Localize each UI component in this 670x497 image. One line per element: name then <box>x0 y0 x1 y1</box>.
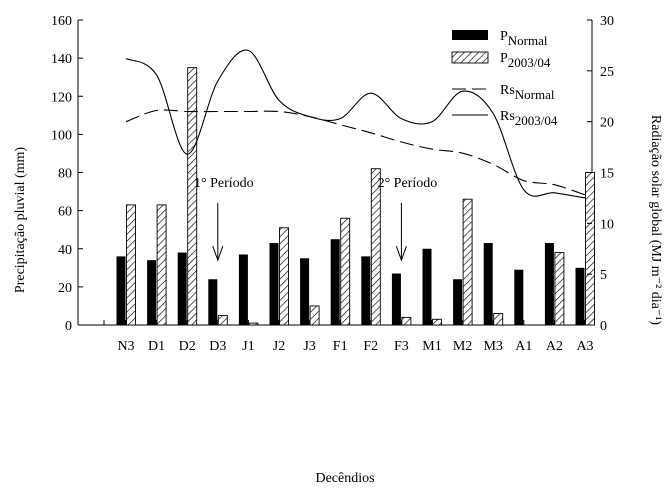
bar-p-2003-04 <box>187 67 198 326</box>
y-right-tick-label: 5 <box>600 268 607 283</box>
bar-p-normal <box>544 243 554 325</box>
bar-p-normal <box>575 267 585 325</box>
legend-label-p-2003-04: P2003/04 <box>500 51 551 70</box>
bar-p-normal <box>422 248 432 325</box>
y-left-tick-label: 0 <box>65 319 72 334</box>
y-axis-left-title: Precipitação pluvial (mm) <box>13 147 28 294</box>
legend-label-p-normal: PNormal <box>500 29 548 48</box>
x-tick-label: D1 <box>148 339 165 354</box>
period-arrow-head <box>395 246 407 262</box>
x-tick-label: A3 <box>576 339 593 354</box>
bar-p-normal <box>116 256 126 325</box>
y-right-tick-label: 30 <box>600 14 614 29</box>
x-tick-label: F2 <box>363 339 378 354</box>
bar-p-normal <box>453 279 463 325</box>
bar-p-normal <box>300 258 310 325</box>
y-axis-right-title: Radiação solar global (MJ m⁻² dia⁻¹) <box>648 115 663 326</box>
y-left-tick-label: 140 <box>51 52 72 67</box>
bar-p-2003-04 <box>217 315 228 326</box>
bar-p-2003-04 <box>462 198 473 326</box>
bar-p-normal <box>147 260 157 325</box>
bar-p-2003-04 <box>370 168 381 326</box>
bar-p-normal <box>177 252 187 325</box>
bar-p-2003-04 <box>309 305 320 326</box>
y-right-tick-label: 20 <box>600 116 614 131</box>
legend-swatch-p-2003-04 <box>451 51 489 64</box>
y-left-tick-label: 160 <box>51 14 72 29</box>
x-tick-label: M1 <box>422 339 441 354</box>
x-axis-title: Decêndios <box>315 471 374 486</box>
bar-p-2003-04 <box>340 217 351 326</box>
line-rs-normal <box>125 109 586 196</box>
annotations: 1° Período 2° Período <box>194 176 438 262</box>
y-right-tick-label: 15 <box>600 167 614 182</box>
x-tick-label: J1 <box>242 339 254 354</box>
bar-p-2003-04 <box>156 204 167 326</box>
bar-p-2003-04 <box>126 204 136 326</box>
period-label: 2° Período <box>378 176 438 191</box>
bar-p-2003-04 <box>554 252 565 326</box>
bar-p-normal <box>514 269 524 325</box>
x-tick-label: J3 <box>303 339 315 354</box>
legend: PNormal P2003/04 RsNormal Rs2003/04 <box>451 29 558 128</box>
y-left-tick-label: 100 <box>51 128 72 143</box>
y-left-tick-label: 120 <box>51 90 72 105</box>
bar-p-2003-04 <box>585 172 595 326</box>
bar-p-normal <box>361 256 371 325</box>
y-right-tick-label: 25 <box>600 65 614 80</box>
x-tick-label: M3 <box>483 339 502 354</box>
x-tick-label: A1 <box>515 339 532 354</box>
x-tick-label: A2 <box>546 339 563 354</box>
y-left-tick-label: 80 <box>58 167 72 182</box>
lines <box>125 49 586 199</box>
y-left-tick-label: 60 <box>58 205 72 220</box>
bar-p-2003-04 <box>401 316 412 326</box>
bar-p-2003-04 <box>432 318 442 326</box>
bar-p-normal <box>238 254 248 325</box>
bar-p-2003-04 <box>493 313 504 326</box>
x-tick-label: M2 <box>453 339 472 354</box>
bar-p-2003-04 <box>279 227 289 326</box>
legend-swatch-p-normal <box>452 30 488 40</box>
bar-p-normal <box>208 279 218 325</box>
x-tick-label: J2 <box>273 339 285 354</box>
legend-label-rs-normal: RsNormal <box>500 83 555 102</box>
y-right-tick-label: 10 <box>600 217 614 232</box>
x-tick-label: N3 <box>117 339 134 354</box>
bar-p-2003-04 <box>248 322 259 326</box>
line-rs-2003-04 <box>125 49 586 199</box>
bar-p-normal <box>269 243 279 325</box>
legend-label-rs-2003-04: Rs2003/04 <box>500 109 558 128</box>
bar-p-normal <box>483 243 493 325</box>
x-tick-label: D2 <box>179 339 196 354</box>
bars <box>116 67 595 326</box>
bar-p-normal <box>330 239 340 325</box>
y-right-tick-label: 0 <box>600 319 607 334</box>
bar-p-normal <box>391 273 401 325</box>
y-left-tick-label: 40 <box>58 243 72 258</box>
x-tick-label: D3 <box>209 339 226 354</box>
period-label: 1° Período <box>194 176 254 191</box>
x-tick-label: F1 <box>333 339 348 354</box>
period-arrow-head <box>212 246 224 262</box>
y-left-tick-label: 20 <box>58 281 72 296</box>
x-tick-label: F3 <box>394 339 409 354</box>
axes: 0 20 40 60 80 100 120 140 160 0 5 10 15 20 25 30 N3 D1 D2 D… <box>51 14 614 354</box>
